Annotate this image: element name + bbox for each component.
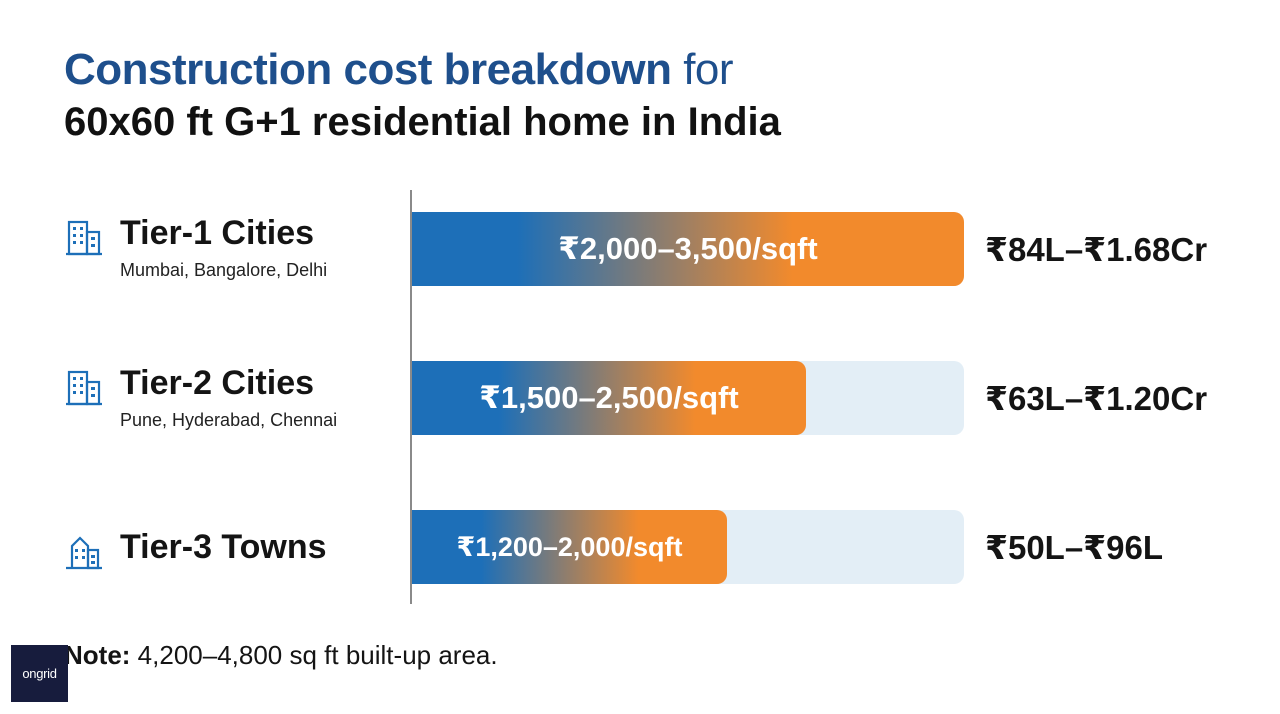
bar-tier-1 [412,212,964,286]
title-bold: Construction cost breakdown [64,45,672,94]
total-tier-3: ₹50L–₹96L [985,529,1164,566]
footnote: Note: 4,200–4,800 sq ft built-up area. [64,640,498,671]
bar-tier-2 [412,361,806,435]
tier-name: Tier-2 Cities [120,364,315,402]
brand-logo: ongrid [11,645,68,702]
title-line-2: 60x60 ft G+1 residential home in India [64,100,781,144]
bar-label-tier-2: ₹1,500–2,500/sqft [479,380,739,415]
title-line-1: Construction cost breakdown for [64,48,781,92]
building-icon [66,370,102,406]
tier-cities: Mumbai, Bangalore, Delhi [120,260,328,280]
axis-line [410,190,412,604]
tier-name: Tier-1 Cities [120,214,315,252]
building-icon [66,220,102,256]
chart-title: Construction cost breakdown for 60x60 ft… [64,48,781,144]
bar-track-tier-3: ₹1,200–2,000/sqft [412,510,964,584]
bar-label-tier-3: ₹1,200–2,000/sqft [456,531,683,562]
logo-text: ongrid [22,666,57,681]
bar-tier-3 [412,510,727,584]
tier-cities: Pune, Hyderabad, Chennai [120,410,338,430]
bar-track-tier-2: ₹1,500–2,500/sqft [412,361,964,435]
bar-track-tier-1: ₹2,000–3,500/sqft [412,212,964,286]
note-text: 4,200–4,800 sq ft built-up area. [137,640,498,670]
total-tier-2: ₹63L–₹1.20Cr [985,380,1208,417]
bar-label-tier-1: ₹2,000–3,500/sqft [558,231,818,266]
total-tier-1: ₹84L–₹1.68Cr [985,231,1208,268]
title-tail: for [683,45,734,94]
note-label: Note: [64,640,131,670]
tier-name: Tier-3 Towns [120,528,327,566]
small-building-icon [66,536,102,570]
